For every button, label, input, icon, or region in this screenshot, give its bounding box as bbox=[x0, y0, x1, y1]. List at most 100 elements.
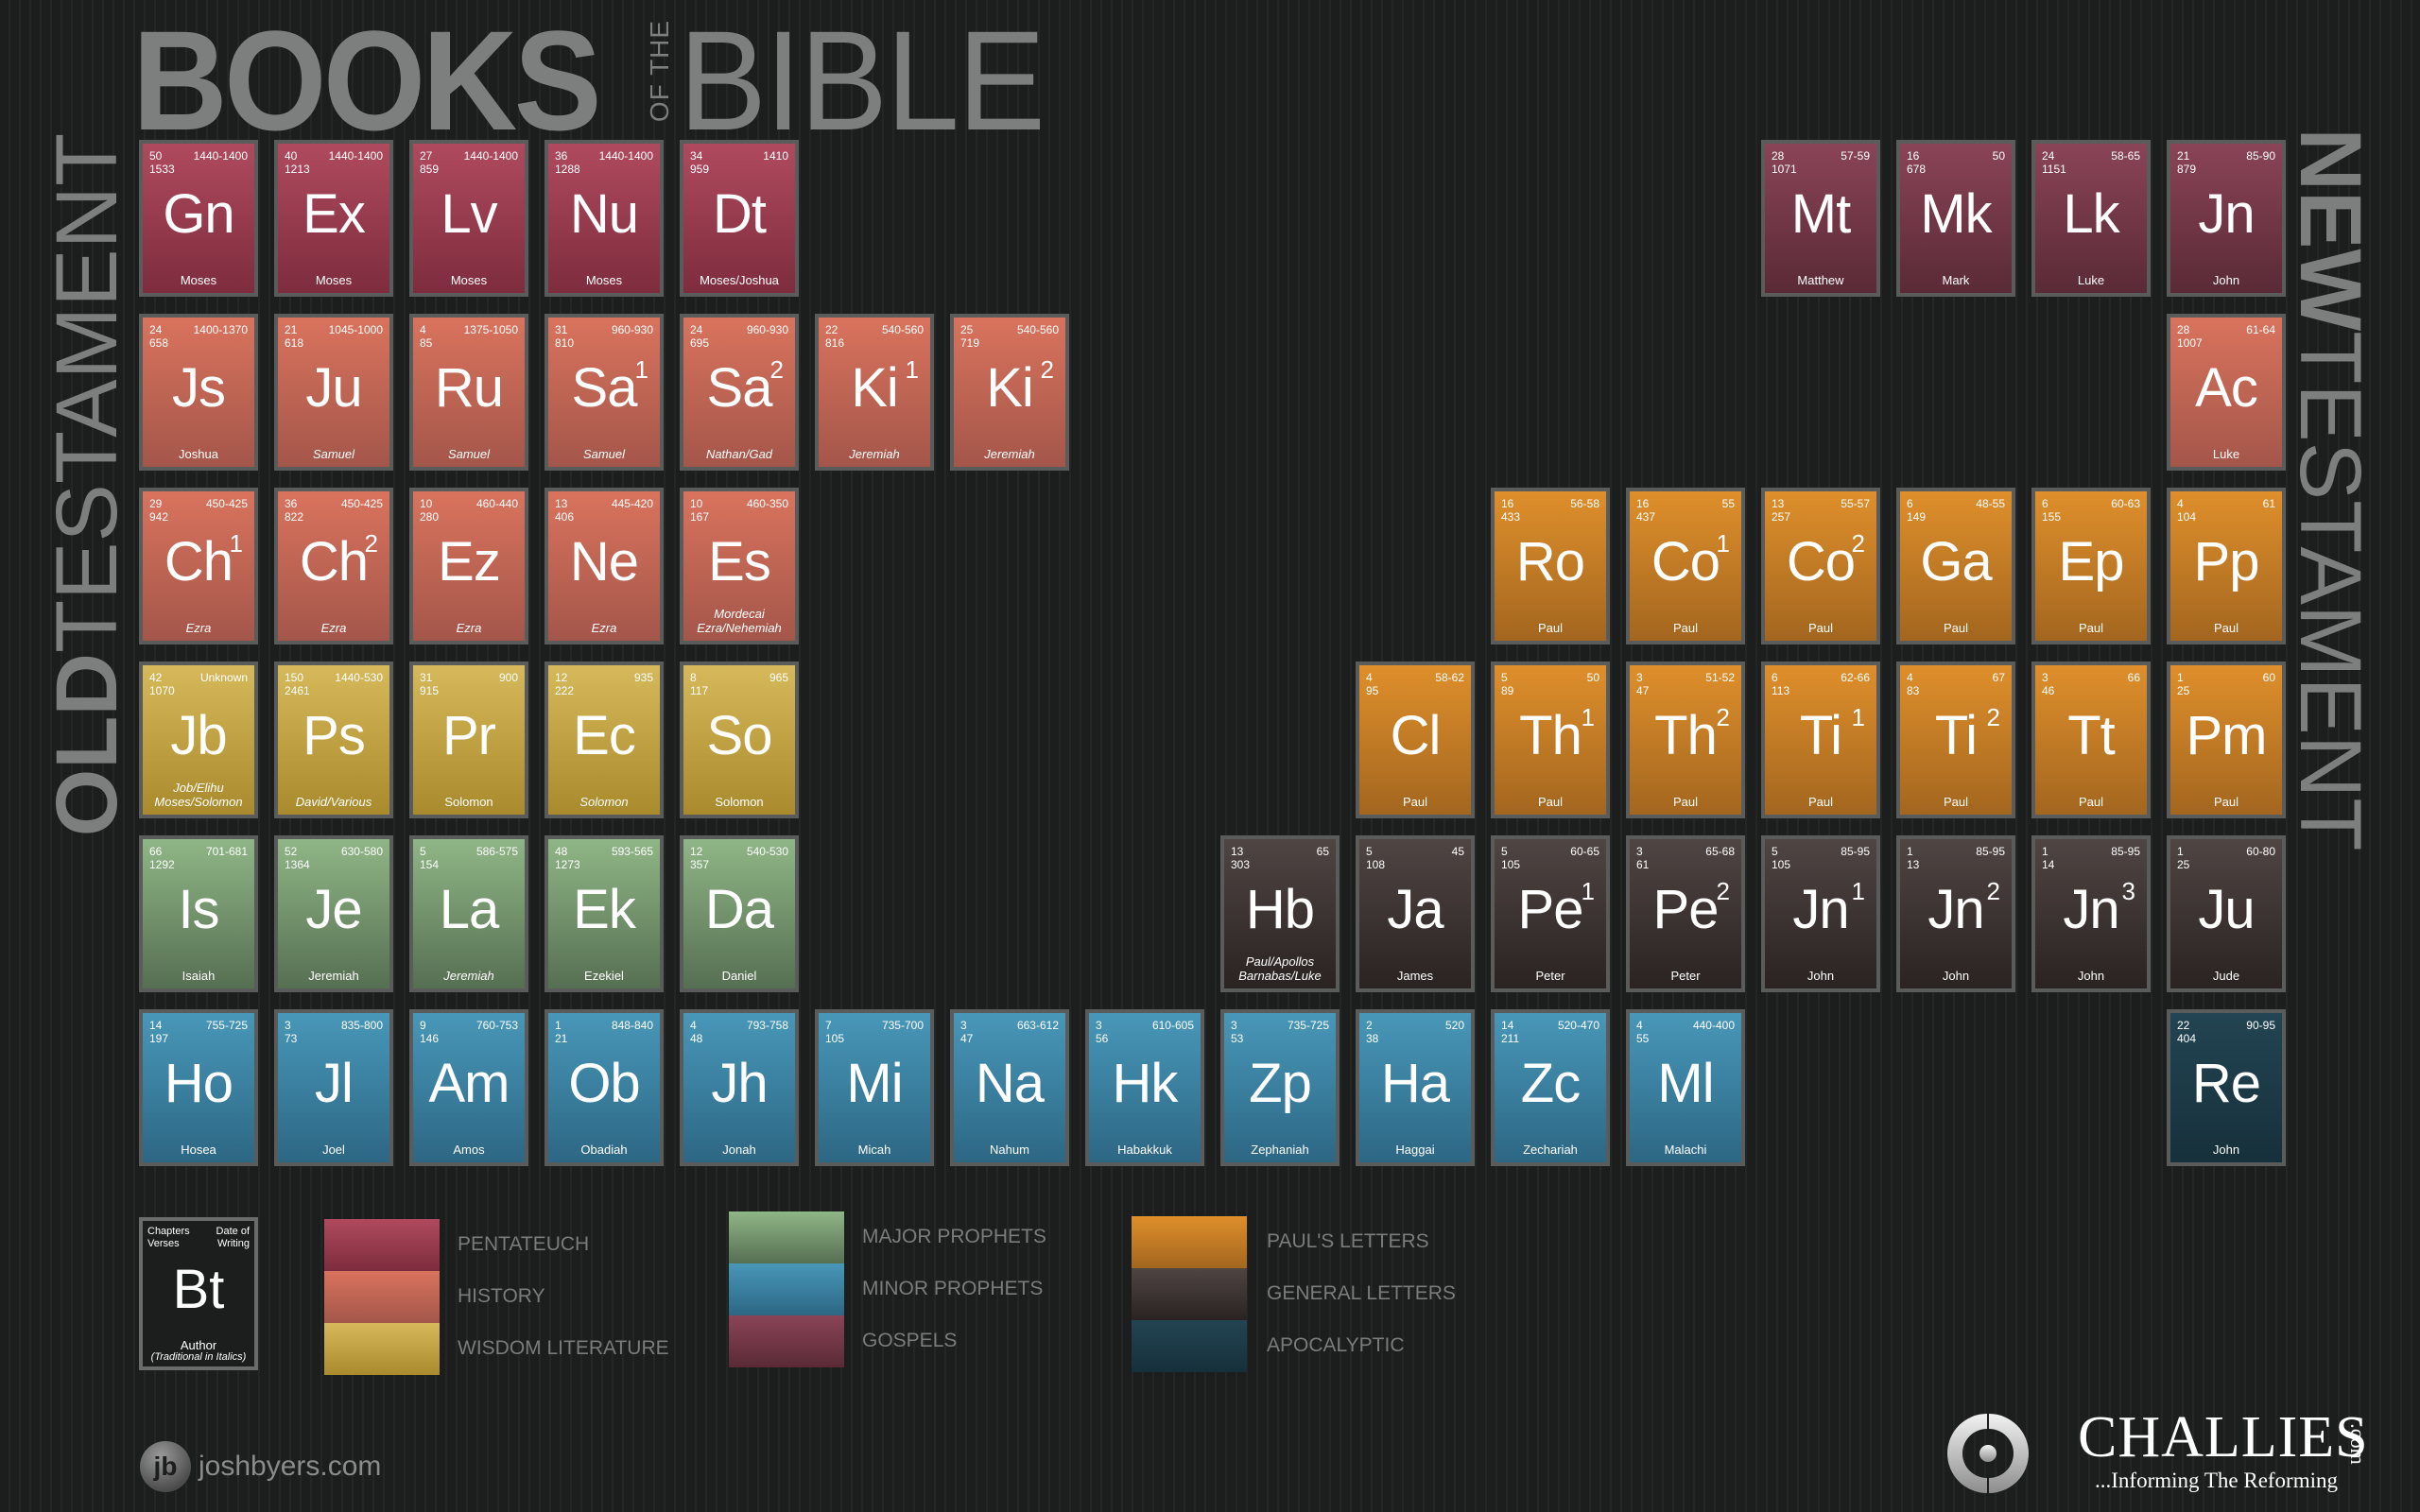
book-tile-mk[interactable]: 16 678 50 Mk Mark bbox=[1896, 140, 2015, 297]
book-tile-jn3[interactable]: 1 14 85-95 Jn 3 John bbox=[2031, 835, 2151, 992]
verse-count: 95 bbox=[1366, 684, 1379, 697]
book-tile-th1[interactable]: 5 89 50 Th 1 Paul bbox=[1491, 662, 1610, 818]
book-tile-co1[interactable]: 16 437 55 Co 1 Paul bbox=[1626, 488, 1745, 644]
chapter-count: 24 bbox=[2042, 149, 2055, 163]
chapter-count: 4 bbox=[1366, 671, 1373, 684]
book-tile-ro[interactable]: 16 433 56-58 Ro Paul bbox=[1491, 488, 1610, 644]
book-tile-es[interactable]: 10 167 460-350 Es Mordecai Ezra/Nehemiah bbox=[680, 488, 799, 644]
book-tile-hk[interactable]: 3 56 610-605 Hk Habakkuk bbox=[1085, 1009, 1204, 1166]
book-tile-jn1[interactable]: 5 105 85-95 Jn 1 John bbox=[1761, 835, 1880, 992]
book-tile-ru[interactable]: 4 85 1375-1050 Ru Samuel bbox=[409, 314, 528, 471]
book-tile-jn2[interactable]: 1 13 85-95 Jn 2 John bbox=[1896, 835, 2015, 992]
book-tile-pm[interactable]: 1 25 60 Pm Paul bbox=[2167, 662, 2286, 818]
book-tile-ex[interactable]: 40 1213 1440-1400 Ex Moses bbox=[274, 140, 393, 297]
book-tile-lv[interactable]: 27 859 1440-1400 Lv Moses bbox=[409, 140, 528, 297]
book-tile-ec[interactable]: 12 222 935 Ec Solomon bbox=[544, 662, 664, 818]
book-author: Solomon bbox=[444, 795, 493, 809]
book-tile-is[interactable]: 66 1292 701-681 Is Isaiah bbox=[139, 835, 258, 992]
book-tile-jb[interactable]: 42 1070 Unknown Jb Job/Elihu Moses/Solomon bbox=[139, 662, 258, 818]
book-author: Ezekiel bbox=[584, 969, 624, 983]
book-tile-ps[interactable]: 150 2461 1440-530 Ps David/Various bbox=[274, 662, 393, 818]
book-tile-so[interactable]: 8 117 965 So Solomon bbox=[680, 662, 799, 818]
book-symbol: Hk bbox=[1112, 1053, 1179, 1114]
challies-credit[interactable]: CHALLIES .com ...Informing The Reforming bbox=[1917, 1400, 2390, 1504]
book-tile-la[interactable]: 5 154 586-575 La Jeremiah bbox=[409, 835, 528, 992]
verse-count: 2461 bbox=[285, 684, 310, 697]
book-tile-re[interactable]: 22 404 90-95 Re John bbox=[2167, 1009, 2286, 1166]
book-tile-pr[interactable]: 31 915 900 Pr Solomon bbox=[409, 662, 528, 818]
book-author: Samuel bbox=[447, 447, 491, 461]
book-tile-gn[interactable]: 50 1533 1440-1400 Gn Moses bbox=[139, 140, 258, 297]
book-tile-ti1[interactable]: 6 113 62-66 Ti 1 Paul bbox=[1761, 662, 1880, 818]
book-tile-ac[interactable]: 28 1007 61-64 Ac Luke bbox=[2167, 314, 2286, 471]
book-tile-lk[interactable]: 24 1151 58-65 Lk Luke bbox=[2031, 140, 2151, 297]
book-author: Malachi bbox=[1664, 1143, 1707, 1157]
verse-count: 222 bbox=[555, 684, 575, 697]
legend-swatch-gos bbox=[729, 1315, 844, 1367]
chapter-count: 12 bbox=[555, 671, 568, 684]
book-tile-jl[interactable]: 3 73 835-800 Jl Joel bbox=[274, 1009, 393, 1166]
book-tile-ek[interactable]: 48 1273 593-565 Ek Ezekiel bbox=[544, 835, 664, 992]
book-tile-am[interactable]: 9 146 760-753 Am Amos bbox=[409, 1009, 528, 1166]
chapter-count: 31 bbox=[420, 671, 433, 684]
chapter-count: 21 bbox=[285, 323, 298, 336]
book-tile-je[interactable]: 52 1364 630-580 Je Jeremiah bbox=[274, 835, 393, 992]
book-author: Jeremiah bbox=[308, 969, 359, 983]
book-symbol: Ru bbox=[434, 357, 504, 419]
verse-count: 21 bbox=[555, 1032, 568, 1045]
book-tile-cl[interactable]: 4 95 58-62 Cl Paul bbox=[1356, 662, 1475, 818]
book-author: Zechariah bbox=[1523, 1143, 1578, 1157]
book-tile-sa2[interactable]: 24 695 960-930 Sa 2 Nathan/Gad bbox=[680, 314, 799, 471]
book-tile-ml[interactable]: 4 55 440-400 Ml Malachi bbox=[1626, 1009, 1745, 1166]
date-of-writing: 1375-1050 bbox=[463, 323, 518, 336]
book-tile-ne[interactable]: 13 406 445-420 Ne Ezra bbox=[544, 488, 664, 644]
book-tile-ja[interactable]: 5 108 45 Ja James bbox=[1356, 835, 1475, 992]
chapter-count: 40 bbox=[285, 149, 298, 163]
book-tile-pe1[interactable]: 5 105 60-65 Pe 1 Peter bbox=[1491, 835, 1610, 992]
book-tile-mt[interactable]: 28 1071 57-59 Mt Matthew bbox=[1761, 140, 1880, 297]
book-tile-ez[interactable]: 10 280 460-440 Ez Ezra bbox=[409, 488, 528, 644]
verse-count: 1533 bbox=[149, 163, 175, 176]
book-tile-tt[interactable]: 3 46 66 Tt Paul bbox=[2031, 662, 2151, 818]
book-tile-ga[interactable]: 6 149 48-55 Ga Paul bbox=[1896, 488, 2015, 644]
title-bible: BIBLE bbox=[679, 1, 1046, 160]
book-tile-pp[interactable]: 4 104 61 Pp Paul bbox=[2167, 488, 2286, 644]
book-tile-nu[interactable]: 36 1288 1440-1400 Nu Moses bbox=[544, 140, 664, 297]
key-symbol: Bt bbox=[172, 1259, 225, 1320]
book-tile-ep[interactable]: 6 155 60-63 Ep Paul bbox=[2031, 488, 2151, 644]
book-tile-mi[interactable]: 7 105 735-700 Mi Micah bbox=[815, 1009, 934, 1166]
date-of-writing: 900 bbox=[498, 671, 518, 684]
book-tile-jh[interactable]: 4 48 793-758 Jh Jonah bbox=[680, 1009, 799, 1166]
verse-count: 1070 bbox=[149, 684, 175, 697]
joshbyers-site-link[interactable]: joshbyers.com bbox=[199, 1451, 382, 1482]
book-tile-ju[interactable]: 1 25 60-80 Ju Jude bbox=[2167, 835, 2286, 992]
book-tile-ki1[interactable]: 22 816 540-560 Ki 1 Jeremiah bbox=[815, 314, 934, 471]
book-tile-jn[interactable]: 21 879 85-90 Jn John bbox=[2167, 140, 2286, 297]
book-tile-zp[interactable]: 3 53 735-725 Zp Zephaniah bbox=[1220, 1009, 1340, 1166]
date-of-writing: 61 bbox=[2262, 497, 2275, 510]
book-tile-ch1[interactable]: 29 942 450-425 Ch 1 Ezra bbox=[139, 488, 258, 644]
book-tile-na[interactable]: 3 47 663-612 Na Nahum bbox=[950, 1009, 1069, 1166]
book-tile-ho[interactable]: 14 197 755-725 Ho Hosea bbox=[139, 1009, 258, 1166]
book-tile-ju[interactable]: 21 618 1045-1000 Ju Samuel bbox=[274, 314, 393, 471]
date-of-writing: 55 bbox=[1721, 497, 1735, 510]
book-tile-hb[interactable]: 13 303 65 Hb Paul/Apollos Barnabas/Luke bbox=[1220, 835, 1340, 992]
book-tile-ki2[interactable]: 25 719 540-560 Ki 2 Jeremiah bbox=[950, 314, 1069, 471]
book-tile-ob[interactable]: 1 21 848-840 Ob Obadiah bbox=[544, 1009, 664, 1166]
date-of-writing: 440-400 bbox=[1692, 1019, 1735, 1032]
book-tile-ha[interactable]: 2 38 520 Ha Haggai bbox=[1356, 1009, 1475, 1166]
book-tile-co2[interactable]: 13 257 55-57 Co 2 Paul bbox=[1761, 488, 1880, 644]
book-tile-th2[interactable]: 3 47 51-52 Th 2 Paul bbox=[1626, 662, 1745, 818]
chapter-count: 50 bbox=[149, 149, 163, 163]
joshbyers-credit[interactable]: jb joshbyers.com bbox=[140, 1441, 381, 1492]
book-tile-sa1[interactable]: 31 810 960-930 Sa 1 Samuel bbox=[544, 314, 664, 471]
book-tile-js[interactable]: 24 658 1400-1370 Js Joshua bbox=[139, 314, 258, 471]
book-tile-ch2[interactable]: 36 822 450-425 Ch 2 Ezra bbox=[274, 488, 393, 644]
book-tile-dt[interactable]: 34 959 1410 Dt Moses/Joshua bbox=[680, 140, 799, 297]
book-tile-zc[interactable]: 14 211 520-470 Zc Zechariah bbox=[1491, 1009, 1610, 1166]
book-tile-pe2[interactable]: 3 61 65-68 Pe 2 Peter bbox=[1626, 835, 1745, 992]
verse-count: 404 bbox=[2177, 1032, 2197, 1045]
book-tile-da[interactable]: 12 357 540-530 Da Daniel bbox=[680, 835, 799, 992]
date-of-writing: 755-725 bbox=[205, 1019, 248, 1032]
book-tile-ti2[interactable]: 4 83 67 Ti 2 Paul bbox=[1896, 662, 2015, 818]
